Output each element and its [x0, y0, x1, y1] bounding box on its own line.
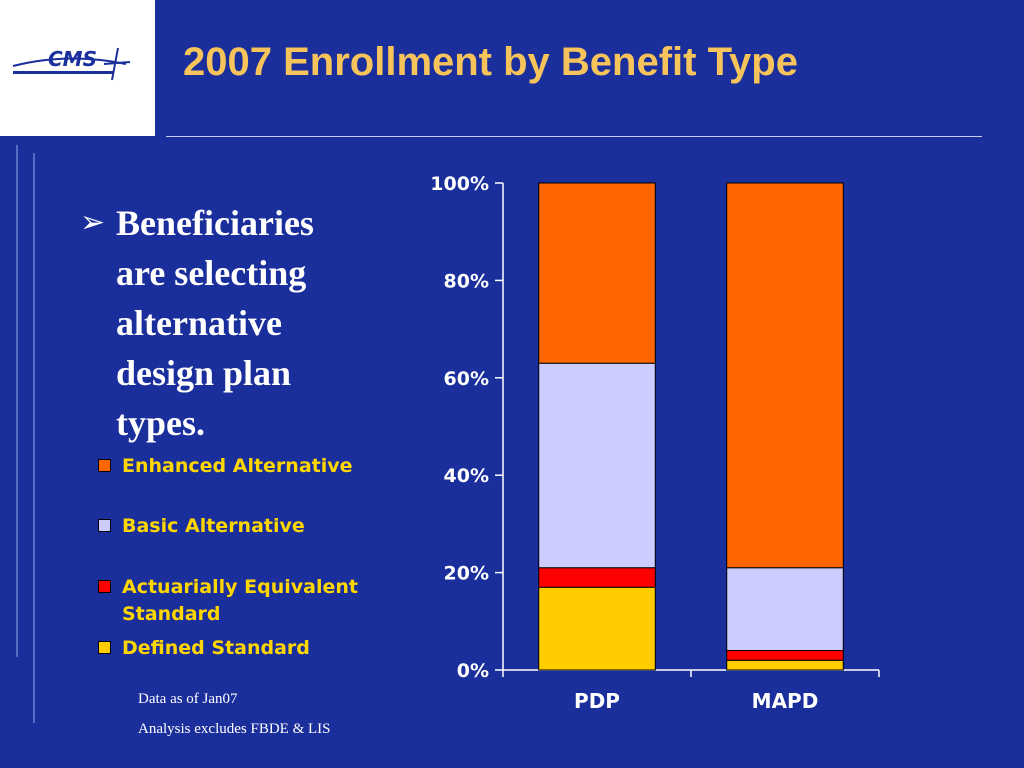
legend-item-actuarially: Actuarially Equivalent Standard [98, 574, 392, 628]
decor-line-2 [33, 153, 35, 723]
footnote-exclusions: Analysis excludes FBDE & LIS [138, 721, 331, 737]
legend-swatch [98, 519, 111, 532]
cms-logo-box: CMS [0, 0, 155, 136]
footnote-data-date: Data as of Jan07 [138, 691, 238, 707]
cms-logo-icon: CMS [12, 47, 131, 81]
legend-label: Actuarially Equivalent Standard [122, 576, 358, 625]
legend-item-basic: Basic Alternative [98, 513, 392, 540]
x-tick-label: PDP [574, 689, 620, 713]
legend-label: Defined Standard [122, 637, 310, 659]
legend-item-defined: Defined Standard [98, 635, 392, 662]
y-tick-label: 80% [444, 270, 489, 292]
title-divider [166, 136, 982, 137]
bar-segment [538, 567, 656, 588]
arrow-bullet-icon: ➢ [80, 205, 106, 240]
y-tick-label: 60% [444, 368, 489, 390]
legend-label: Basic Alternative [122, 515, 305, 537]
legend-swatch [98, 459, 111, 472]
bullet-text: Beneficiaries are selecting alternative … [116, 203, 314, 443]
bar-segment [726, 659, 844, 671]
legend-item-enhanced: Enhanced Alternative [98, 453, 392, 480]
legend-label: Enhanced Alternative [122, 455, 353, 477]
bar-segment [726, 650, 844, 661]
bar-segment [726, 567, 844, 652]
bar-segment [538, 586, 656, 671]
y-tick-label: 40% [444, 465, 489, 487]
bar-segment [726, 182, 844, 569]
y-tick-label: 100% [430, 173, 489, 195]
slide-title: 2007 Enrollment by Benefit Type [183, 40, 798, 84]
decor-line-1 [16, 145, 18, 657]
legend-swatch [98, 641, 111, 654]
cms-logo-text: CMS [48, 47, 97, 71]
x-tick-label: MAPD [752, 689, 819, 713]
bar-segment [538, 182, 656, 364]
legend-swatch [98, 580, 111, 593]
footnotes: Data as of Jan07 Analysis excludes FBDE … [138, 690, 331, 750]
y-tick-label: 0% [457, 660, 489, 682]
bar-segment [538, 362, 656, 569]
y-tick-label: 20% [444, 563, 489, 585]
bullet-point: ➢ Beneficiaries are selecting alternativ… [80, 198, 380, 448]
